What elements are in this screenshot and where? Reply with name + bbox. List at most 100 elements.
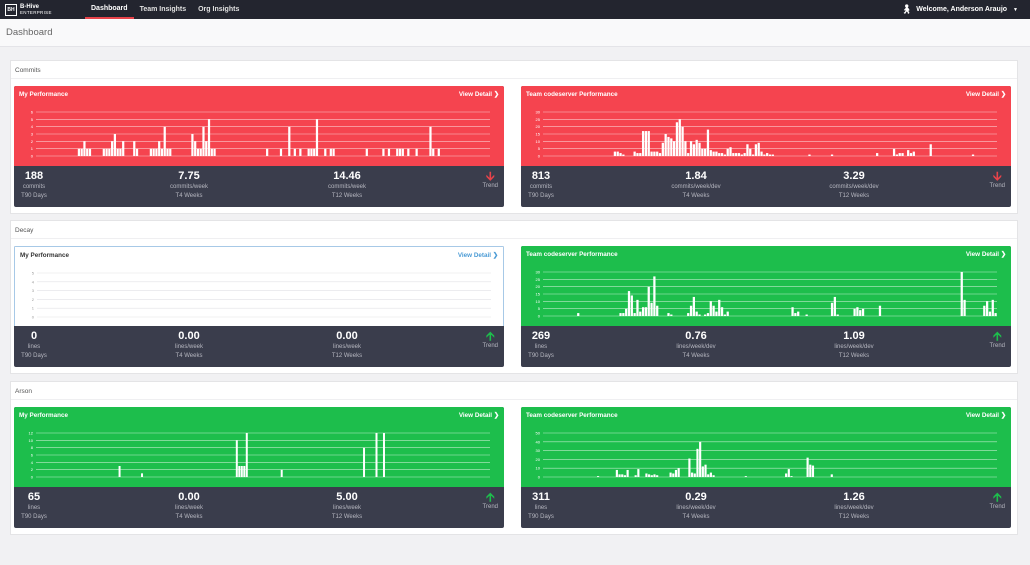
logo-text: B-Hive ENTERPRISE	[20, 4, 52, 16]
y-tick-label: 0	[32, 315, 35, 320]
chart-bar	[152, 148, 155, 156]
chart-bar	[760, 151, 763, 156]
stat-value: 5.00	[336, 491, 358, 503]
app-logo[interactable]: BH B-Hive ENTERPRISE	[5, 3, 85, 16]
chart-bar	[718, 153, 721, 156]
chart-bar	[754, 144, 758, 156]
top-navbar: BH B-Hive ENTERPRISE Dashboard Team Insi…	[0, 0, 1030, 19]
chart-bar	[735, 153, 738, 156]
chart-bar	[207, 119, 211, 156]
y-tick-label: 10	[536, 139, 541, 144]
y-tick-label: 10	[29, 438, 34, 443]
stat-value: 1.09	[843, 330, 865, 342]
chart-bar	[709, 301, 712, 316]
chart-bar	[701, 466, 704, 477]
chart-bar	[723, 154, 727, 156]
chart-bar	[647, 286, 650, 316]
chart-bar	[699, 441, 702, 477]
arrow-up-icon: 🡩	[992, 329, 1002, 343]
y-tick-label: 10	[536, 466, 541, 471]
main-nav: Dashboard Team Insights Org Insights	[85, 0, 245, 19]
stat-label: lines	[534, 344, 548, 350]
bar-chart: 30 25 20 15 10 5 0	[536, 270, 997, 319]
y-tick-label: 0	[538, 154, 541, 159]
stat-t12: 0.00 lines/week T12 Weeks	[302, 330, 392, 361]
section-decay: Decay My Performance View Detail ❯ 5 4 3 2 1…	[10, 220, 1018, 374]
chart-bar	[689, 141, 693, 156]
nav-tab-org-insights[interactable]: Org Insights	[198, 6, 240, 13]
chart-bar	[577, 313, 580, 316]
chart-bar	[856, 307, 859, 316]
card-stats: 311 lines T90 Days 0.29 lines/week/dev T…	[521, 487, 1011, 528]
nav-tab-dashboard[interactable]: Dashboard	[85, 0, 134, 19]
stat-period: T4 Weeks	[175, 193, 203, 199]
stat-label: lines/week	[332, 344, 361, 350]
view-detail-link[interactable]: View Detail ❯	[965, 251, 1006, 258]
y-tick-label: 0	[31, 154, 34, 159]
view-detail-link[interactable]: View Detail ❯	[458, 412, 499, 419]
chart-bar	[684, 141, 687, 156]
card-header: My Performance View Detail ❯ 6 5 4 3 2 1 0	[14, 86, 504, 166]
user-menu[interactable]: 🚶︎ Welcome, Anderson Araujo ▼	[901, 0, 1018, 19]
chart-bar	[664, 134, 667, 156]
chart-bar	[901, 153, 904, 156]
chart-bar	[307, 148, 310, 156]
y-tick-label: 8	[31, 445, 34, 450]
stat-value: 1.26	[843, 491, 865, 503]
chart-bar	[740, 154, 743, 156]
chart-bar	[191, 134, 194, 156]
chart-bar	[696, 448, 699, 477]
chart-bar	[672, 473, 675, 477]
chart-bar	[299, 148, 302, 156]
chart-bar	[639, 153, 642, 156]
chart-bar	[141, 473, 144, 477]
view-detail-link[interactable]: View Detail ❯	[965, 91, 1006, 98]
chart-bar	[627, 291, 631, 316]
chart-bar	[677, 468, 680, 477]
chart-bar	[805, 314, 808, 316]
chart-bar	[787, 469, 790, 477]
chart-bar	[656, 305, 659, 316]
stat-period: T12 Weeks	[331, 514, 363, 520]
stat-value: 813	[531, 170, 551, 182]
chart-bar	[199, 148, 202, 156]
chart-bar	[768, 154, 772, 156]
section-title: Decay	[11, 221, 1017, 239]
nav-tab-team-insights[interactable]: Team Insights	[139, 6, 187, 13]
y-tick-label: 5	[538, 306, 541, 311]
bar-chart: 5 4 3 2 1 0	[32, 271, 491, 320]
chart-bar	[77, 148, 81, 156]
chart-bar	[811, 465, 815, 477]
chart-bar	[616, 151, 619, 156]
card-stats: 269 lines T90 Days 0.76 lines/week/dev T…	[521, 326, 1011, 367]
chart-bar	[809, 464, 812, 477]
chart-bar	[88, 148, 92, 156]
chart-bar	[86, 148, 89, 156]
trend-indicator: 🡫 Trend	[483, 170, 498, 191]
card-header: Team codeserver Performance View Detail …	[521, 246, 1011, 326]
stat-period: T90 Days	[21, 514, 47, 520]
stat-t12: 1.26 lines/week/dev T12 Weeks	[809, 491, 899, 522]
chart-bar	[678, 119, 681, 156]
view-detail-link[interactable]: View Detail ❯	[965, 412, 1006, 419]
chart-bar	[240, 466, 243, 477]
trend-label: Trend	[482, 504, 498, 510]
chart-bar	[971, 154, 975, 156]
chart-bar	[836, 314, 839, 316]
trend-label: Trend	[482, 183, 498, 189]
chart-bar	[672, 141, 676, 156]
stat-t12: 14.46 commits/week T12 Weeks	[302, 170, 392, 201]
stat-label: lines	[27, 505, 41, 511]
stat-period: T90 Days	[21, 193, 47, 199]
chart-bar	[692, 296, 695, 316]
chart-bar	[712, 305, 715, 316]
arson-my-performance-card: My Performance View Detail ❯ 12 10 8 6 4 2 0 6…	[14, 407, 504, 528]
view-detail-link[interactable]: View Detail ❯	[458, 91, 499, 98]
chart-bar	[432, 148, 435, 156]
view-detail-link[interactable]: View Detail ❯	[457, 252, 498, 259]
y-tick-label: 5	[32, 271, 35, 276]
chart-bar	[689, 305, 693, 316]
y-tick-label: 50	[536, 431, 541, 436]
chart-bar	[633, 313, 636, 316]
section-commits: Commits My Performance View Detail ❯ 6 5 4…	[10, 60, 1018, 214]
